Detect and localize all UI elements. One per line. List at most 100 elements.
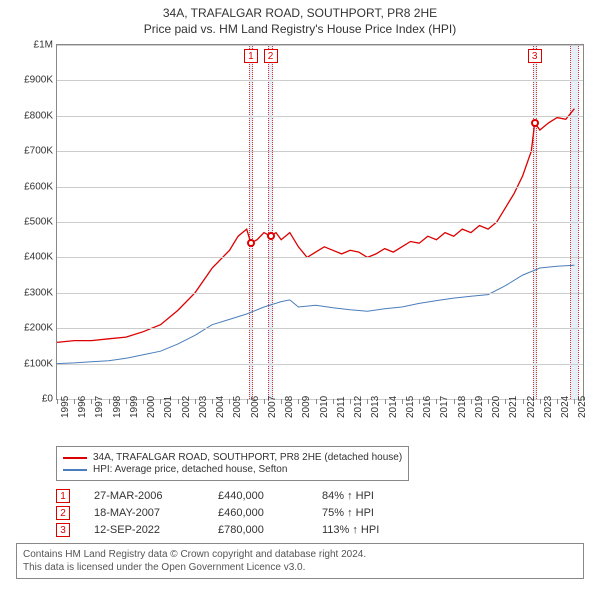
- x-tick: [540, 399, 541, 404]
- x-tick-label: 1996: [77, 396, 88, 418]
- x-tick: [402, 399, 403, 404]
- x-tick-label: 2007: [267, 396, 278, 418]
- x-tick: [281, 399, 282, 404]
- x-tick: [247, 399, 248, 404]
- event-date: 12-SEP-2022: [94, 524, 194, 536]
- attribution-line: This data is licensed under the Open Gov…: [23, 561, 577, 574]
- gridline: [57, 151, 583, 152]
- x-tick: [57, 399, 58, 404]
- x-tick-label: 2018: [457, 396, 468, 418]
- x-tick-label: 2013: [370, 396, 381, 418]
- x-tick: [109, 399, 110, 404]
- x-tick-label: 2009: [301, 396, 312, 418]
- callout-label: 2: [264, 49, 278, 63]
- x-tick: [298, 399, 299, 404]
- y-tick-label: £900K: [9, 75, 53, 86]
- event-id-box: 1: [56, 489, 70, 503]
- legend-item: 34A, TRAFALGAR ROAD, SOUTHPORT, PR8 2HE …: [63, 452, 402, 463]
- y-tick-label: £800K: [9, 110, 53, 121]
- x-tick: [160, 399, 161, 404]
- gridline: [57, 187, 583, 188]
- gridline: [57, 257, 583, 258]
- gridline: [57, 364, 583, 365]
- event-pct: 113% ↑ HPI: [322, 524, 379, 536]
- x-tick: [126, 399, 127, 404]
- x-tick: [229, 399, 230, 404]
- gridline: [57, 328, 583, 329]
- y-tick-label: £0: [9, 394, 53, 405]
- legend: 34A, TRAFALGAR ROAD, SOUTHPORT, PR8 2HE …: [56, 446, 409, 481]
- series-price_paid: [57, 109, 574, 343]
- x-tick: [488, 399, 489, 404]
- x-tick-label: 2010: [319, 396, 330, 418]
- x-tick-label: 1998: [112, 396, 123, 418]
- event-row: 218-MAY-2007£460,00075% ↑ HPI: [56, 506, 592, 520]
- x-tick-label: 2008: [284, 396, 295, 418]
- x-tick-label: 2020: [491, 396, 502, 418]
- x-tick: [367, 399, 368, 404]
- x-tick-label: 2021: [508, 396, 519, 418]
- x-tick-label: 1999: [129, 396, 140, 418]
- event-price: £780,000: [218, 524, 298, 536]
- legend-swatch: [63, 457, 87, 459]
- x-tick-label: 2015: [405, 396, 416, 418]
- x-tick-label: 2001: [163, 396, 174, 418]
- x-tick-label: 2025: [577, 396, 588, 418]
- x-tick: [74, 399, 75, 404]
- x-tick: [91, 399, 92, 404]
- price-marker: [531, 119, 539, 127]
- x-tick-label: 2024: [560, 396, 571, 418]
- attribution: Contains HM Land Registry data © Crown c…: [16, 543, 584, 579]
- plot-area: £0£100K£200K£300K£400K£500K£600K£700K£80…: [56, 44, 584, 400]
- x-tick: [195, 399, 196, 404]
- gridline: [57, 293, 583, 294]
- x-tick-label: 2012: [353, 396, 364, 418]
- x-tick: [350, 399, 351, 404]
- x-tick: [454, 399, 455, 404]
- y-tick-label: £300K: [9, 287, 53, 298]
- x-tick: [316, 399, 317, 404]
- callout-label: 3: [528, 49, 542, 63]
- x-tick: [264, 399, 265, 404]
- x-tick-label: 2019: [474, 396, 485, 418]
- page-title: 34A, TRAFALGAR ROAD, SOUTHPORT, PR8 2HE: [8, 6, 592, 20]
- x-tick: [143, 399, 144, 404]
- x-tick-label: 2003: [198, 396, 209, 418]
- gridline: [57, 45, 583, 46]
- gridline: [57, 80, 583, 81]
- x-tick-label: 2000: [146, 396, 157, 418]
- y-tick-label: £600K: [9, 181, 53, 192]
- x-tick: [212, 399, 213, 404]
- y-tick-label: £700K: [9, 146, 53, 157]
- x-tick: [419, 399, 420, 404]
- event-id-box: 3: [56, 523, 70, 537]
- x-tick: [523, 399, 524, 404]
- event-date: 27-MAR-2006: [94, 490, 194, 502]
- x-tick: [178, 399, 179, 404]
- event-row: 3 12-SEP-2022 £780,000 113% ↑ HPI: [56, 523, 592, 537]
- y-tick-label: £400K: [9, 252, 53, 263]
- y-tick-label: £1M: [9, 40, 53, 51]
- x-tick-label: 2002: [181, 396, 192, 418]
- x-tick-label: 2005: [232, 396, 243, 418]
- legend-swatch: [63, 469, 87, 471]
- x-tick-label: 1995: [60, 396, 71, 418]
- x-tick-label: 2023: [543, 396, 554, 418]
- legend-label: HPI: Average price, detached house, Seft…: [93, 464, 287, 475]
- attribution-line: Contains HM Land Registry data © Crown c…: [23, 548, 577, 561]
- x-tick-label: 2011: [336, 396, 347, 418]
- callout-label: 1: [244, 49, 258, 63]
- event-id-box: 2: [56, 506, 70, 520]
- legend-label: 34A, TRAFALGAR ROAD, SOUTHPORT, PR8 2HE …: [93, 452, 402, 463]
- event-price: £440,000: [218, 490, 298, 502]
- x-tick-label: 1997: [94, 396, 105, 418]
- x-tick: [505, 399, 506, 404]
- x-tick: [333, 399, 334, 404]
- y-tick-label: £500K: [9, 217, 53, 228]
- event-pct: 84% ↑ HPI: [322, 490, 374, 502]
- y-tick-label: £200K: [9, 323, 53, 334]
- x-tick: [471, 399, 472, 404]
- series-hpi: [57, 265, 574, 363]
- x-tick: [436, 399, 437, 404]
- page-subtitle: Price paid vs. HM Land Registry's House …: [8, 22, 592, 36]
